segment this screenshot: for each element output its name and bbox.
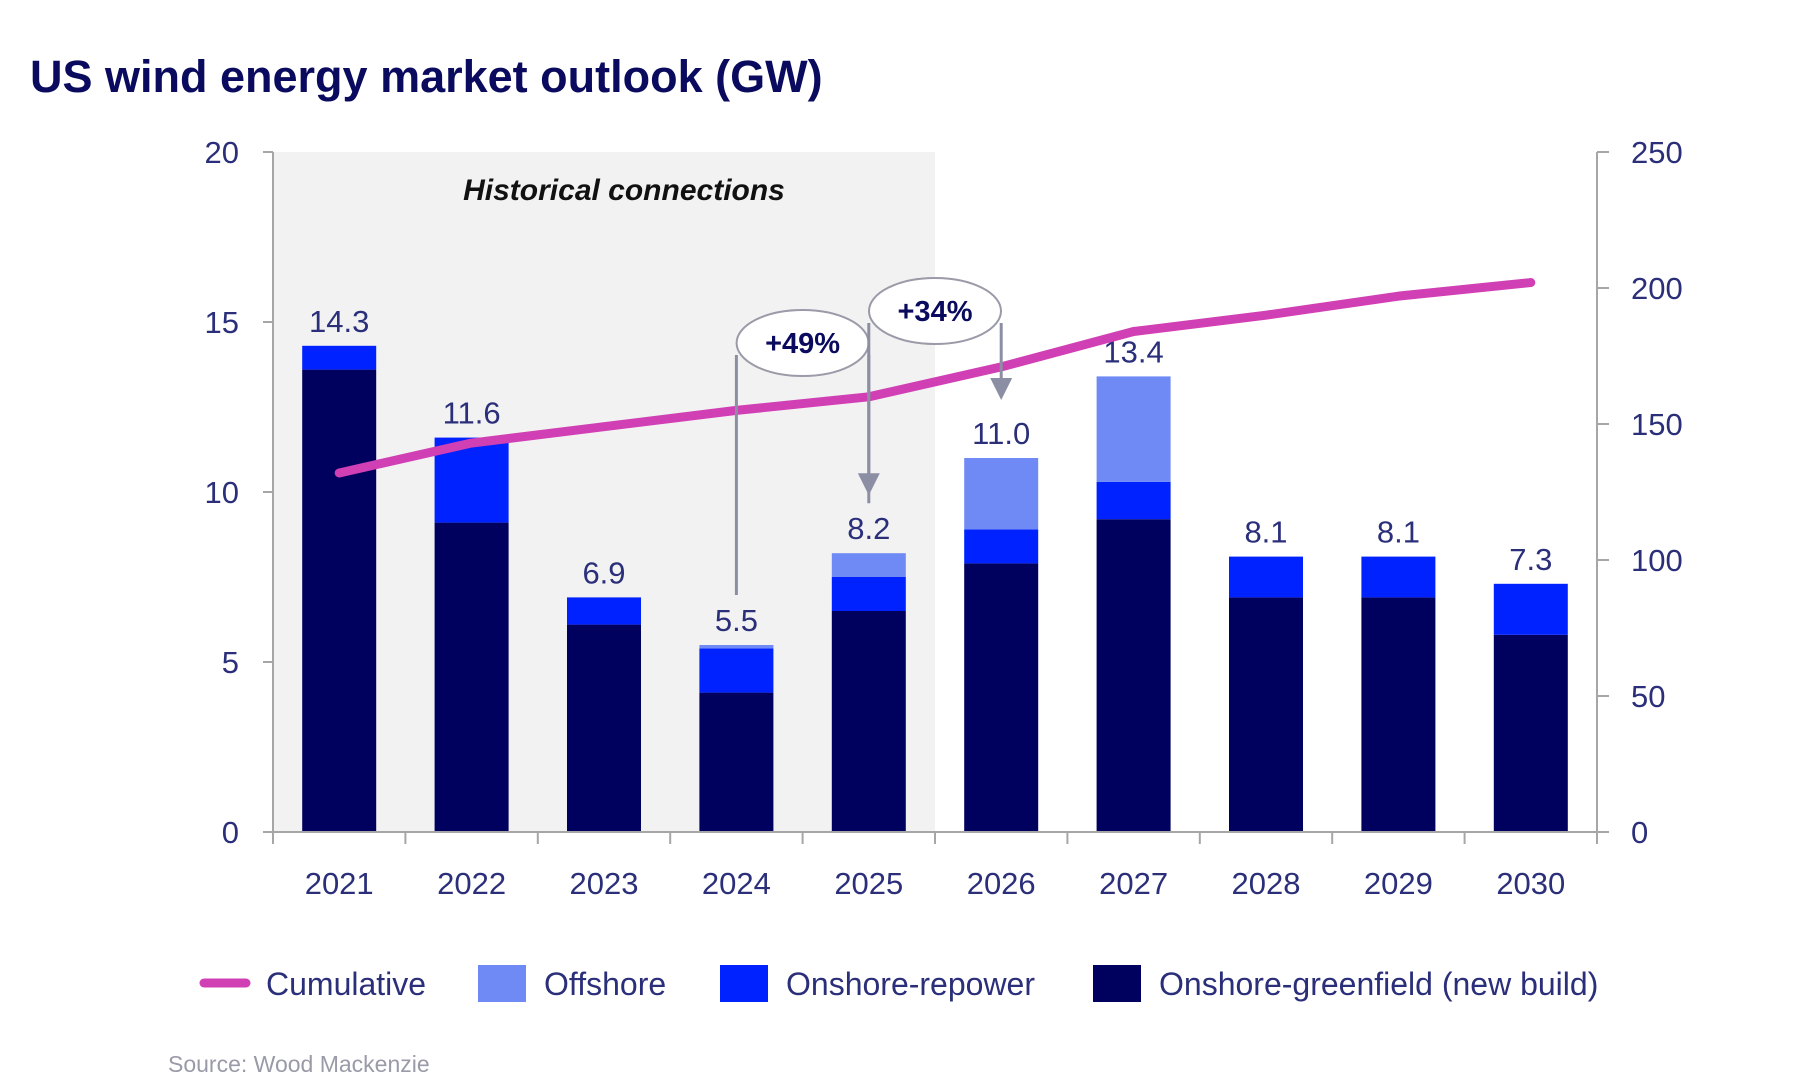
y-tick-label-right: 250 bbox=[1631, 135, 1683, 170]
data-label-total: 11.0 bbox=[972, 416, 1030, 451]
x-tick-label: 2030 bbox=[1496, 866, 1565, 901]
data-label-total: 8.1 bbox=[1377, 515, 1420, 550]
bar-segment-onshore-greenfield-new-build bbox=[699, 692, 774, 832]
bar-segment-onshore-repower bbox=[964, 529, 1039, 564]
x-tick-label: 2021 bbox=[305, 866, 374, 901]
bar-stack-2030: 7.3 bbox=[1493, 542, 1568, 832]
legend-item-onshore-greenfield-new-build: Onshore-greenfield (new build) bbox=[1093, 965, 1598, 1002]
y-tick-label-left: 15 bbox=[205, 305, 239, 340]
callout-text: +49% bbox=[765, 328, 840, 360]
y-tick-label-left: 20 bbox=[205, 135, 239, 170]
bar-segment-onshore-greenfield-new-build bbox=[302, 369, 377, 832]
bar-segment-onshore-repower bbox=[699, 648, 774, 693]
data-label-total: 5.5 bbox=[715, 603, 758, 638]
x-tick-label: 2029 bbox=[1364, 866, 1433, 901]
legend-swatch-box bbox=[720, 965, 768, 1002]
bar-stack-2023: 6.9 bbox=[567, 555, 641, 832]
bar-stack-2025: 8.2 bbox=[831, 511, 906, 832]
legend-item-cumulative: Cumulative bbox=[199, 966, 426, 1002]
bar-segment-onshore-greenfield-new-build bbox=[1096, 519, 1171, 832]
bar-segment-onshore-greenfield-new-build bbox=[964, 563, 1039, 832]
legend-label: Onshore-greenfield (new build) bbox=[1159, 966, 1598, 1002]
data-label-total: 14.3 bbox=[309, 304, 369, 339]
data-label-total: 8.2 bbox=[847, 511, 890, 546]
data-label-total: 8.1 bbox=[1244, 515, 1287, 550]
data-label-total: 11.6 bbox=[443, 396, 501, 431]
bar-stack-2027: 13.4 bbox=[1096, 334, 1171, 832]
legend-label: Onshore-repower bbox=[786, 966, 1035, 1002]
x-tick-label: 2023 bbox=[570, 866, 639, 901]
y-tick-label-right: 50 bbox=[1631, 679, 1665, 714]
bar-segment-onshore-greenfield-new-build bbox=[567, 624, 641, 832]
y-tick-label-right: 0 bbox=[1631, 815, 1648, 850]
bar-segment-offshore bbox=[699, 645, 774, 649]
bar-segment-onshore-repower bbox=[1229, 556, 1303, 598]
y-tick-label-left: 0 bbox=[222, 815, 239, 850]
bar-stack-2029: 8.1 bbox=[1361, 515, 1436, 832]
annotations: +49% +34% bbox=[734, 277, 1013, 595]
x-tick-label: 2024 bbox=[702, 866, 771, 901]
y-tick-label-right: 150 bbox=[1631, 407, 1683, 442]
legend-item-onshore-repower: Onshore-repower bbox=[720, 965, 1035, 1002]
bar-segment-offshore bbox=[1096, 376, 1171, 482]
source-note: Source: Wood Mackenzie bbox=[168, 1051, 430, 1077]
historical-region-label: Historical connections bbox=[463, 174, 785, 207]
x-tick-label: 2026 bbox=[967, 866, 1036, 901]
legend: Cumulative Offshore Onshore-repower Onshore… bbox=[199, 965, 1598, 1002]
bars: 14.3 11.6 6.9 5.5 8.2 11.0 13.4 8.1 8.1 7.3 bbox=[302, 304, 1568, 832]
legend-label: Cumulative bbox=[266, 966, 426, 1002]
arrow-down-icon bbox=[990, 378, 1013, 400]
x-tick-label: 2027 bbox=[1099, 866, 1168, 901]
y-tick-label-left: 10 bbox=[205, 475, 239, 510]
legend-swatch-box bbox=[478, 965, 526, 1002]
x-tick-label: 2028 bbox=[1232, 866, 1301, 901]
bar-stack-2026: 11.0 bbox=[964, 416, 1039, 832]
bar-segment-offshore bbox=[964, 458, 1039, 530]
chart-title: US wind energy market outlook (GW) bbox=[30, 51, 823, 102]
y-tick-label-left: 5 bbox=[222, 645, 239, 680]
bar-segment-onshore-greenfield-new-build bbox=[1229, 597, 1303, 832]
legend-swatch-box bbox=[1093, 965, 1141, 1002]
bar-segment-onshore-greenfield-new-build bbox=[1493, 634, 1568, 832]
bar-segment-onshore-repower bbox=[567, 597, 641, 625]
bar-segment-onshore-greenfield-new-build bbox=[831, 611, 906, 832]
y-tick-label-right: 200 bbox=[1631, 271, 1683, 306]
callout-text: +34% bbox=[898, 296, 973, 328]
x-tick-label: 2022 bbox=[437, 866, 506, 901]
bar-segment-onshore-greenfield-new-build bbox=[434, 522, 509, 832]
growth-callout: +34% bbox=[867, 277, 1013, 504]
bar-stack-2021: 14.3 bbox=[302, 304, 377, 832]
callout-bubble bbox=[868, 277, 1002, 345]
data-label-total: 6.9 bbox=[582, 555, 625, 590]
bar-segment-offshore bbox=[831, 553, 906, 577]
bar-segment-onshore-repower bbox=[1096, 481, 1171, 520]
bar-segment-onshore-repower bbox=[1493, 583, 1568, 635]
bar-segment-onshore-greenfield-new-build bbox=[1361, 597, 1436, 832]
y-tick-label-right: 100 bbox=[1631, 543, 1683, 578]
legend-item-offshore: Offshore bbox=[478, 965, 666, 1002]
legend-label: Offshore bbox=[544, 966, 666, 1002]
bar-segment-onshore-repower bbox=[831, 577, 906, 611]
cumulative-line bbox=[334, 278, 1536, 478]
bar-segment-onshore-repower bbox=[1361, 556, 1436, 598]
bar-stack-2028: 8.1 bbox=[1229, 515, 1303, 832]
bar-stack-2022: 11.6 bbox=[434, 396, 509, 832]
bar-segment-onshore-repower bbox=[302, 345, 377, 370]
x-tick-label: 2025 bbox=[834, 866, 903, 901]
bar-stack-2024: 5.5 bbox=[699, 603, 774, 832]
data-label-total: 7.3 bbox=[1509, 542, 1552, 577]
